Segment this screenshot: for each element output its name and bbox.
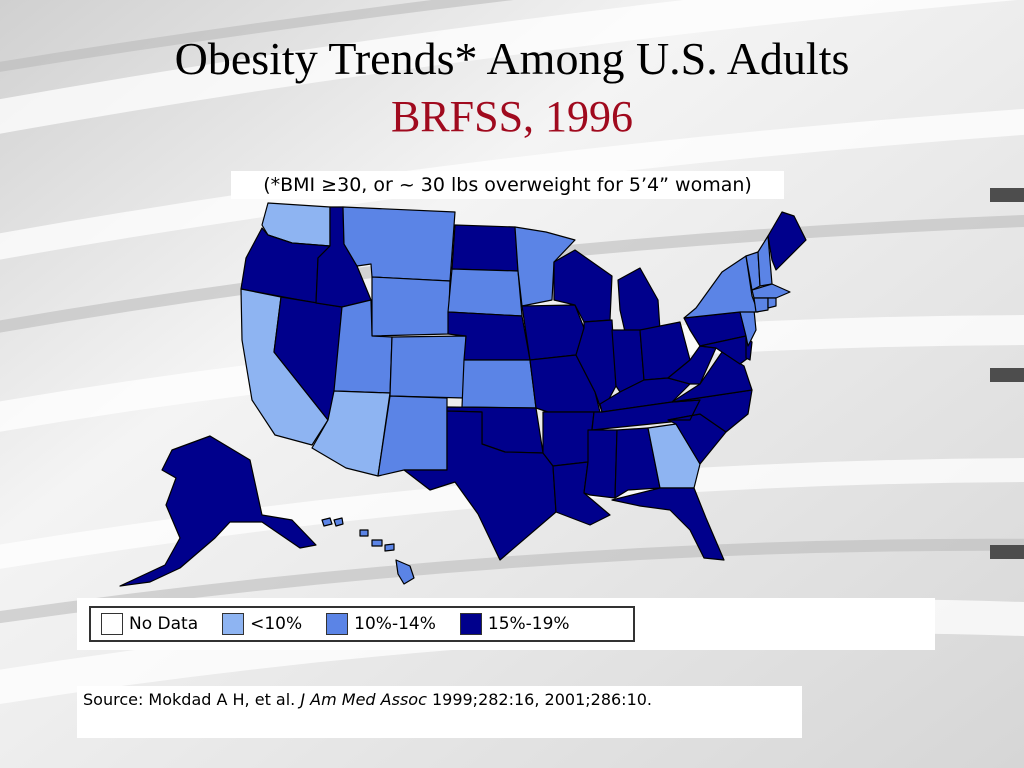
legend-panel: No Data <10% 10%-14% 15%-19% [77,598,935,650]
legend-swatch [326,613,349,635]
legend-label: 10%-14% [354,614,436,634]
legend-swatch [101,613,123,635]
state-north-carolina [667,389,753,433]
us-choropleth-map [119,202,807,587]
legend-item-10-14: 10%-14% [326,613,436,635]
state-connecticut [753,297,769,313]
legend-item-lt10: <10% [222,613,302,635]
state-massachusetts [751,283,791,299]
state-rhode-island [767,297,777,309]
state-florida [611,487,725,561]
source-journal: J Am Med Assoc [300,690,427,709]
state-new-york [683,255,759,319]
state-georgia [647,423,701,489]
state-arkansas [542,411,595,467]
legend-swatch [222,613,245,635]
state-arizona [311,390,391,477]
state-minnesota [514,226,576,307]
state-michigan [617,267,661,333]
source-suffix: 1999;282:16, 2001;286:10. [426,690,653,709]
state-colorado [389,335,467,399]
bmi-footnote: (*BMI ≥30, or ~ 30 lbs overweight for 5’… [231,171,784,199]
state-south-dakota [447,268,523,317]
state-iowa [521,304,585,361]
state-new-mexico [377,395,448,477]
legend-swatch [459,613,482,635]
legend-label: <10% [250,614,303,634]
state-montana [342,206,456,282]
state-alabama [614,427,661,499]
legend-label: 15%-19% [487,614,570,634]
state-texas [403,410,557,561]
state-hawaii [321,517,415,585]
state-mississippi [583,429,618,499]
state-north-dakota [451,224,519,272]
state-kansas [461,359,537,409]
slide-title: Obesity Trends* Among U.S. Adults [174,33,850,84]
slide-subtitle: BRFSS, 1996 [390,92,634,141]
legend-label: No Data [129,614,199,634]
legend-item-15-19: 15%-19% [459,613,570,635]
state-maine [767,211,807,271]
source-citation: Source: Mokdad A H, et al. J Am Med Asso… [77,686,802,738]
state-alaska [119,435,317,587]
legend-item-no-data: No Data [101,613,198,635]
state-maryland [699,335,749,365]
source-prefix: Source: Mokdad A H, et al. [83,690,301,709]
map-legend: No Data <10% 10%-14% 15%-19% [89,606,635,642]
state-wyoming [371,276,451,337]
title-block: Obesity Trends* Among U.S. Adults BRFSS,… [0,30,1024,146]
